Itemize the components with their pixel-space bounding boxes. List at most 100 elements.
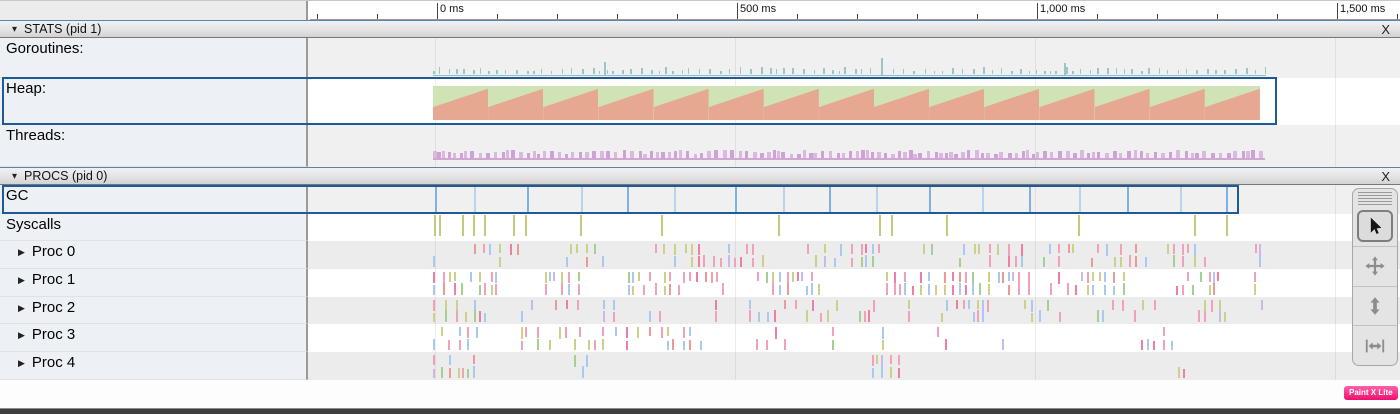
tick [1226,185,1228,214]
row-label-proc0[interactable]: ▶ Proc 0 [0,241,308,269]
row-label-text: Proc 0 [31,243,76,260]
tick [456,69,459,75]
row-label-proc2[interactable]: ▶ Proc 2 [0,297,308,324]
select-tool-button[interactable] [1353,207,1397,246]
tick [944,271,947,283]
expander-icon[interactable]: ▶ [18,275,25,285]
tick [651,70,653,75]
time-gridline [435,297,436,324]
expander-icon[interactable]: ▶ [18,303,25,313]
tick [447,152,452,158]
ruler-strip[interactable]: 0 ms 500 ms 1,000 ms 1,500 ms [310,1,1400,20]
goroutines-track[interactable] [308,38,1400,78]
counter-baseline [433,74,1266,76]
row-label-text: GC [6,187,29,204]
tick [585,354,588,367]
row-label-syscalls[interactable]: Syscalls [0,214,308,241]
row-label-threads[interactable]: Threads: [0,125,308,167]
tick [1208,285,1211,295]
time-gridline [1335,214,1336,241]
tick [1204,257,1207,267]
tick [1018,271,1021,284]
stats-section-title: STATS (pid 1) [24,22,102,36]
tick [1028,70,1031,75]
tick [841,153,846,158]
heap-track[interactable] [308,78,1400,125]
tick [1128,255,1131,267]
tick [473,70,475,75]
tick [1007,256,1010,267]
procs-close-button[interactable]: X [1381,169,1390,184]
collapse-arrow-icon[interactable]: ▾ [12,170,18,182]
stats-section-header[interactable]: ▾ STATS (pid 1) X [0,20,1400,38]
heap-sawtooth-cycle [1094,88,1150,120]
proc4-track[interactable] [308,352,1400,380]
proc1-track[interactable] [308,269,1400,297]
heap-sawtooth-cycle [598,88,654,120]
threads-track[interactable] [308,125,1400,167]
expander-icon[interactable]: ▶ [18,330,25,340]
collapse-arrow-icon[interactable]: ▾ [12,23,18,35]
track-row-heap: Heap: [0,78,1400,125]
heap-sawtooth-cycle [1149,88,1205,120]
tick [1184,150,1189,158]
tick [1194,215,1196,236]
tick [434,215,436,236]
tick [1259,243,1262,256]
tick [1162,340,1165,350]
tick [805,285,808,295]
toolstrip-grip-handle[interactable] [1358,192,1392,207]
tick [860,68,863,75]
stats-close-button[interactable]: X [1381,22,1390,37]
tick [550,71,553,75]
expander-icon[interactable]: ▶ [18,247,25,257]
tick [474,243,477,255]
tick [922,243,925,254]
gc-track[interactable] [308,185,1400,214]
tick [658,70,661,75]
tick [786,271,789,283]
row-label-gc[interactable]: GC [0,185,308,214]
syscalls-track[interactable] [308,214,1400,241]
tick [501,151,506,158]
row-label-proc4[interactable]: ▶ Proc 4 [0,352,308,380]
ruler-minor-tick [1217,14,1218,19]
proc3-track[interactable] [308,324,1400,352]
track-row-gc: GC [0,185,1400,214]
tick [1211,152,1215,158]
tick [513,215,515,236]
tick [958,257,961,267]
proc2-track[interactable] [308,297,1400,324]
tick [440,366,443,378]
tick [967,299,970,309]
timeline-ruler[interactable]: 0 ms 500 ms 1,000 ms 1,500 ms [0,1,1400,20]
tick [1031,299,1034,312]
tick [1127,151,1131,158]
expander-icon[interactable]: ▶ [18,358,25,368]
tick [602,326,605,337]
procs-section-header[interactable]: ▾ PROCS (pid 0) X [0,167,1400,185]
tick [1162,326,1165,336]
zoom-tool-button[interactable] [1353,285,1397,326]
tick [827,310,830,322]
row-label-heap[interactable]: Heap: [0,78,308,125]
tick [688,271,691,281]
tick [525,326,528,338]
tick [455,311,458,322]
tick [544,271,547,283]
pan-tool-button[interactable] [1353,245,1397,286]
tick [1120,256,1123,267]
tick [1044,70,1046,75]
tick [678,150,683,158]
tick [751,243,754,256]
ruler-major-tick [737,3,738,19]
tick [709,68,711,75]
timing-tool-button[interactable] [1353,325,1397,365]
row-label-proc3[interactable]: ▶ Proc 3 [0,324,308,352]
row-label-proc1[interactable]: ▶ Proc 1 [0,269,308,297]
tick [1227,153,1231,158]
tick [630,151,634,158]
proc0-track[interactable] [308,241,1400,269]
tick [521,326,524,339]
row-label-goroutines[interactable]: Goroutines: [0,38,308,78]
